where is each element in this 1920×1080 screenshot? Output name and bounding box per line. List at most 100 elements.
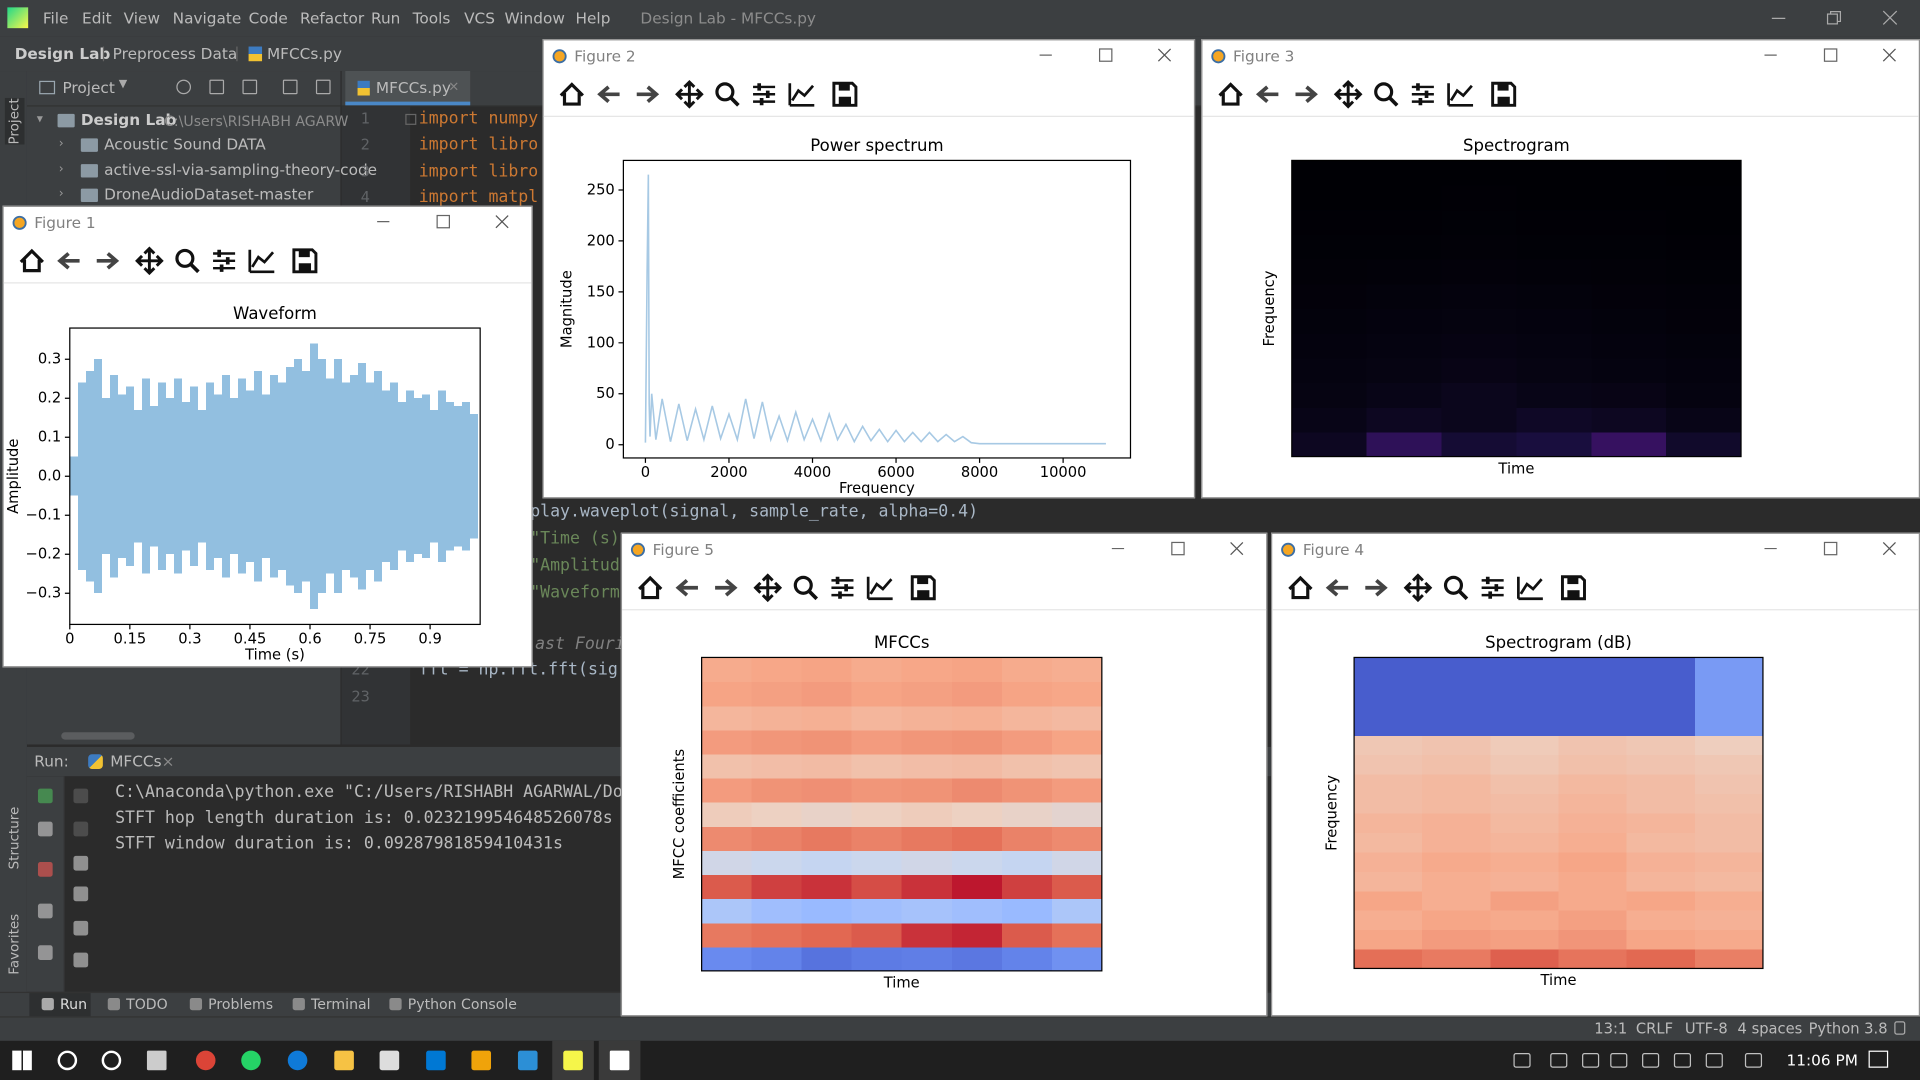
- save-button[interactable]: [1560, 575, 1586, 601]
- subplots-button[interactable]: [213, 249, 236, 272]
- tray-icon[interactable]: [1582, 1053, 1600, 1068]
- taskbar-icon[interactable]: [101, 1050, 122, 1071]
- dropdown-arrow[interactable]: ▼: [118, 78, 128, 91]
- maximize-button[interactable]: [1823, 48, 1838, 62]
- tree-label[interactable]: DroneAudioDataset-master: [104, 184, 314, 204]
- maximize-button[interactable]: [1171, 541, 1185, 556]
- home-button[interactable]: [1218, 82, 1243, 106]
- axes-button[interactable]: [1517, 576, 1543, 601]
- side-tool-tab[interactable]: Structure: [6, 806, 23, 870]
- taskbar-icon[interactable]: [334, 1050, 354, 1071]
- zoom-button[interactable]: [175, 248, 200, 274]
- subplots-button[interactable]: [1481, 576, 1504, 599]
- taskbar-icon[interactable]: [146, 1050, 167, 1071]
- close-button[interactable]: [1882, 48, 1896, 62]
- menu-item[interactable]: Navigate: [172, 8, 242, 27]
- close-button[interactable]: [1230, 542, 1244, 556]
- tree-arrow[interactable]: ▾: [36, 112, 43, 127]
- ide-close-button[interactable]: [1882, 10, 1899, 27]
- tray-icon[interactable]: [1673, 1053, 1692, 1068]
- run-tool-button[interactable]: [73, 952, 89, 968]
- run-tool-button[interactable]: [73, 788, 89, 804]
- taskbar-icon[interactable]: [195, 1050, 216, 1071]
- tray-icon[interactable]: [1744, 1053, 1763, 1068]
- home-button[interactable]: [638, 575, 663, 600]
- editor-tab[interactable]: [345, 71, 471, 106]
- pan-button[interactable]: [1403, 573, 1433, 603]
- breadcrumb[interactable]: Design Lab: [14, 44, 111, 63]
- zoom-button[interactable]: [793, 575, 819, 601]
- maximize-button[interactable]: [1098, 48, 1113, 62]
- status-item[interactable]: 4 spaces: [1737, 1020, 1803, 1038]
- menu-item[interactable]: Code: [248, 8, 288, 27]
- menu-item[interactable]: Window: [504, 8, 565, 27]
- close-button[interactable]: [495, 215, 509, 229]
- taskbar-icon[interactable]: [471, 1050, 492, 1071]
- close-button[interactable]: [1882, 542, 1896, 556]
- forward-button[interactable]: [636, 85, 660, 104]
- taskbar-icon[interactable]: [57, 1050, 78, 1071]
- tray-icon[interactable]: [1513, 1053, 1531, 1068]
- tree-arrow[interactable]: ›: [58, 162, 64, 177]
- tray-icon[interactable]: [1610, 1053, 1628, 1068]
- subplots-button[interactable]: [753, 83, 776, 106]
- tab-close[interactable]: ×: [448, 78, 460, 95]
- bottom-tab[interactable]: Python Console: [407, 995, 517, 1013]
- axes-button[interactable]: [866, 576, 893, 601]
- bottom-tab[interactable]: TODO: [126, 995, 168, 1013]
- ide-max-button[interactable]: [1826, 10, 1843, 27]
- back-button[interactable]: [57, 252, 80, 270]
- home-button[interactable]: [19, 248, 44, 273]
- menu-item[interactable]: Refactor: [300, 8, 365, 27]
- taskbar-icon[interactable]: [609, 1050, 630, 1071]
- notifications[interactable]: [1868, 1050, 1889, 1068]
- menu-item[interactable]: Help: [575, 8, 611, 27]
- run-tool-button[interactable]: [37, 945, 53, 960]
- tree-label[interactable]: Acoustic Sound DATA: [104, 134, 266, 154]
- forward-button[interactable]: [1365, 579, 1388, 597]
- tree-label[interactable]: active-ssl-via-sampling-theory-code: [104, 160, 378, 179]
- forward-button[interactable]: [1295, 85, 1318, 104]
- menu-item[interactable]: View: [123, 8, 161, 27]
- menu-item[interactable]: Edit: [82, 8, 112, 27]
- ide-min-button[interactable]: [1771, 10, 1788, 27]
- editor-tab-title[interactable]: MFCCs.py: [375, 78, 451, 97]
- close-button[interactable]: [1157, 48, 1172, 62]
- menu-item[interactable]: Run: [371, 8, 401, 27]
- maximize-button[interactable]: [436, 214, 451, 229]
- zoom-button[interactable]: [715, 82, 740, 107]
- zoom-button[interactable]: [1374, 82, 1399, 107]
- save-button[interactable]: [910, 575, 936, 601]
- maximize-button[interactable]: [1823, 541, 1838, 556]
- start-button[interactable]: [12, 1050, 32, 1071]
- menu-item[interactable]: Tools: [412, 8, 451, 27]
- side-tool-tab[interactable]: Favorites: [6, 913, 23, 975]
- status-item[interactable]: UTF-8: [1684, 1020, 1728, 1038]
- zoom-button[interactable]: [1443, 575, 1469, 601]
- home-button[interactable]: [1288, 575, 1313, 600]
- panel-tool[interactable]: [176, 79, 192, 95]
- run-tab-close[interactable]: ×: [161, 751, 175, 771]
- breadcrumb[interactable]: Preprocess Data: [112, 44, 238, 63]
- run-tool-button[interactable]: [37, 788, 53, 804]
- run-tool-button[interactable]: [73, 920, 89, 936]
- back-button[interactable]: [597, 85, 620, 104]
- tree-label[interactable]: Design Lab: [80, 110, 177, 129]
- menu-item[interactable]: File: [42, 8, 69, 27]
- axes-button[interactable]: [1447, 83, 1474, 107]
- panel-tool[interactable]: [209, 79, 225, 95]
- save-button[interactable]: [1491, 81, 1517, 107]
- breadcrumb[interactable]: MFCCs.py: [266, 44, 342, 63]
- run-tool-button[interactable]: [37, 821, 53, 837]
- run-tool-button[interactable]: [37, 903, 53, 919]
- bottom-tab[interactable]: Terminal: [311, 995, 371, 1013]
- tray-icon[interactable]: [1705, 1053, 1723, 1068]
- side-tool-tab[interactable]: Project: [4, 98, 25, 145]
- project-tool-title[interactable]: Project: [62, 78, 115, 97]
- save-button[interactable]: [832, 81, 858, 107]
- run-tool-button[interactable]: [37, 862, 53, 877]
- taskbar-icon[interactable]: [241, 1050, 261, 1071]
- run-tool-button[interactable]: [73, 855, 89, 871]
- tree-arrow[interactable]: ›: [58, 137, 64, 151]
- bottom-tab[interactable]: Problems: [208, 995, 274, 1013]
